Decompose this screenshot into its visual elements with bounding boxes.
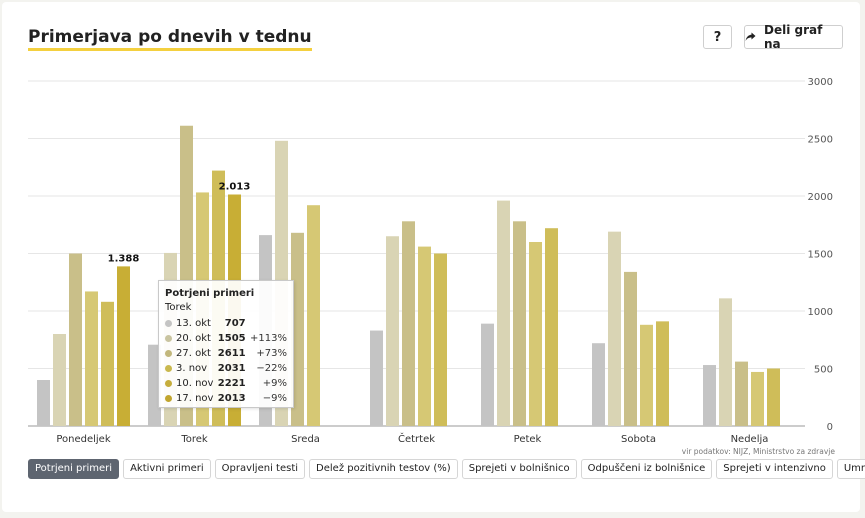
metric-tabs: Potrjeni primeri Aktivni primeri Opravlj… <box>28 459 865 479</box>
tooltip-row-date: 3. nov <box>176 363 208 374</box>
y-tick-label: 3000 <box>808 77 833 88</box>
help-button-label: ? <box>713 29 722 45</box>
tab-opravljeni-testi[interactable]: Opravljeni testi <box>214 459 306 479</box>
tab-sprejeti-v-bolnisnico[interactable]: Sprejeti v bolnišnico <box>461 459 577 479</box>
share-button[interactable]: Deli graf na <box>744 23 843 51</box>
series-dot-icon <box>165 365 172 372</box>
share-button-label: Deli graf na <box>764 23 823 51</box>
tooltip-row: 20. okt 1505 +113% <box>165 331 287 346</box>
tab-umrli[interactable]: Umrli <box>836 459 865 479</box>
tab-potrjeni-primeri[interactable]: Potrjeni primeri <box>28 459 120 479</box>
help-button[interactable]: ? <box>703 25 732 49</box>
bar <box>418 246 431 426</box>
chart-tooltip: Potrjeni primeri Torek 13. okt 707 20. o… <box>158 280 294 408</box>
tooltip-row-change: −9% <box>262 393 288 404</box>
tooltip-row: 17. nov 2013 −9% <box>165 391 287 406</box>
bar <box>529 242 542 426</box>
bar-chart: 0 500 1000 1500 2000 2500 3000 1.388 Ponedeljek 2… <box>28 77 833 445</box>
bar <box>767 368 780 426</box>
tooltip-row-value: 2611 <box>217 348 246 359</box>
tooltip-row-change: +73% <box>256 348 288 359</box>
tooltip-row-value: 2031 <box>217 363 246 374</box>
x-tick-label: Nedelja <box>731 434 769 445</box>
tooltip-row-value: 2013 <box>217 393 246 404</box>
y-tick-label: 0 <box>827 422 833 433</box>
tooltip-row-date: 20. okt <box>176 333 211 344</box>
bar <box>624 271 637 426</box>
tooltip-row-change: +113% <box>250 333 288 344</box>
bar <box>751 371 764 426</box>
bar <box>85 291 98 426</box>
page-title: Primerjava po dnevih v tednu <box>28 27 312 51</box>
source-note: vir podatkov: NIJZ, Ministrstvo za zdrav… <box>681 447 835 456</box>
bar <box>545 228 558 426</box>
series-dot-icon <box>165 350 172 357</box>
tooltip-row-value: 2221 <box>217 378 246 389</box>
bar <box>37 380 50 426</box>
tooltip-title: Potrjeni primeri <box>165 288 255 299</box>
bar <box>608 231 621 426</box>
tooltip-row: 27. okt 2611 +73% <box>165 346 287 361</box>
tooltip-subtitle: Torek <box>165 302 192 313</box>
bar <box>719 298 732 426</box>
y-tick-label: 1500 <box>808 250 833 261</box>
x-tick-label: Torek <box>180 434 208 445</box>
tooltip-row-value: 1505 <box>217 333 246 344</box>
series-dot-icon <box>165 380 172 387</box>
bar <box>117 266 130 426</box>
bar <box>386 236 399 426</box>
bar <box>703 365 716 426</box>
bar <box>402 221 415 426</box>
tooltip-row-date: 13. okt <box>176 318 211 329</box>
y-tick-label: 500 <box>814 365 833 376</box>
bar <box>497 200 510 426</box>
bar <box>434 253 447 426</box>
tooltip-row: 13. okt 707 <box>165 316 287 331</box>
y-tick-label: 1000 <box>808 307 833 318</box>
bar <box>640 324 653 426</box>
bar <box>148 344 161 426</box>
bar <box>101 301 114 426</box>
tooltip-row: 3. nov 2031 −22% <box>165 361 287 376</box>
series-dot-icon <box>165 320 172 327</box>
bar <box>69 253 82 426</box>
series-dot-icon <box>165 335 172 342</box>
data-label: 2.013 <box>219 182 251 193</box>
tab-aktivni-primeri[interactable]: Aktivni primeri <box>123 459 211 479</box>
tooltip-row-date: 17. nov <box>176 393 214 404</box>
tooltip-row-change: +9% <box>262 378 288 389</box>
bar <box>291 232 304 426</box>
bar <box>307 205 320 426</box>
bar <box>592 343 605 426</box>
series-dot-icon <box>165 395 172 402</box>
bar <box>370 330 383 426</box>
tooltip-row: 10. nov 2221 +9% <box>165 376 287 391</box>
tooltip-row-value: 707 <box>224 318 246 329</box>
y-tick-label: 2500 <box>808 135 833 146</box>
x-tick-label: Sobota <box>621 434 656 445</box>
x-tick-label: Ponedeljek <box>56 434 110 445</box>
bar <box>735 361 748 426</box>
tab-delez-pozitivnih[interactable]: Delež pozitivnih testov (%) <box>309 459 458 479</box>
x-tick-label: Sreda <box>291 434 320 445</box>
bar <box>656 321 669 426</box>
tooltip-row-date: 27. okt <box>176 348 211 359</box>
bar <box>481 323 494 426</box>
x-tick-label: Četrtek <box>398 432 435 445</box>
tab-odpusceni-iz-bolnisnice[interactable]: Odpuščeni iz bolnišnice <box>580 459 713 479</box>
bar <box>53 334 66 426</box>
bar <box>513 221 526 426</box>
y-tick-label: 2000 <box>808 192 833 203</box>
data-label: 1.388 <box>108 253 140 264</box>
share-icon <box>745 32 756 42</box>
tooltip-row-date: 10. nov <box>176 378 214 389</box>
tab-sprejeti-v-intenzivno[interactable]: Sprejeti v intenzivno <box>716 459 833 479</box>
x-tick-label: Petek <box>514 434 542 445</box>
tooltip-row-change: −22% <box>256 363 288 374</box>
